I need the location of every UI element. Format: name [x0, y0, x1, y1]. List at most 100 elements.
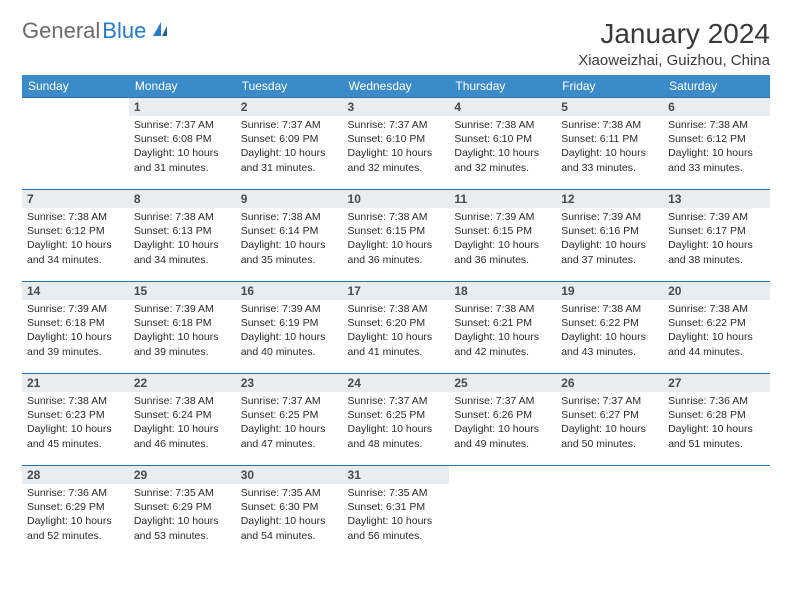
sunset-text: Sunset: 6:26 PM: [454, 408, 551, 422]
week-row: 21Sunrise: 7:38 AMSunset: 6:23 PMDayligh…: [22, 374, 770, 466]
sunset-text: Sunset: 6:27 PM: [561, 408, 658, 422]
day-number: 22: [129, 374, 236, 392]
day-number: 9: [236, 190, 343, 208]
day-number: 27: [663, 374, 770, 392]
sunrise-text: Sunrise: 7:39 AM: [241, 302, 338, 316]
daylight-text: Daylight: 10 hours and 45 minutes.: [27, 422, 124, 450]
sunset-text: Sunset: 6:13 PM: [134, 224, 231, 238]
weekday-header: Friday: [556, 75, 663, 98]
day-cell: 30Sunrise: 7:35 AMSunset: 6:30 PMDayligh…: [236, 466, 343, 558]
daylight-text: Daylight: 10 hours and 44 minutes.: [668, 330, 765, 358]
day-cell: 1Sunrise: 7:37 AMSunset: 6:08 PMDaylight…: [129, 98, 236, 190]
day-content: Sunrise: 7:38 AMSunset: 6:20 PMDaylight:…: [343, 300, 450, 363]
day-number: 6: [663, 98, 770, 116]
day-content: Sunrise: 7:38 AMSunset: 6:10 PMDaylight:…: [449, 116, 556, 179]
daylight-text: Daylight: 10 hours and 35 minutes.: [241, 238, 338, 266]
day-content: Sunrise: 7:37 AMSunset: 6:26 PMDaylight:…: [449, 392, 556, 455]
day-number: 11: [449, 190, 556, 208]
sunrise-text: Sunrise: 7:35 AM: [134, 486, 231, 500]
day-number: 24: [343, 374, 450, 392]
weekday-header: Thursday: [449, 75, 556, 98]
location-text: Xiaoweizhai, Guizhou, China: [578, 52, 770, 69]
sunset-text: Sunset: 6:29 PM: [27, 500, 124, 514]
day-content: Sunrise: 7:38 AMSunset: 6:12 PMDaylight:…: [663, 116, 770, 179]
weekday-header: Monday: [129, 75, 236, 98]
daylight-text: Daylight: 10 hours and 39 minutes.: [134, 330, 231, 358]
daylight-text: Daylight: 10 hours and 48 minutes.: [348, 422, 445, 450]
day-number: 26: [556, 374, 663, 392]
daylight-text: Daylight: 10 hours and 41 minutes.: [348, 330, 445, 358]
day-content: Sunrise: 7:38 AMSunset: 6:15 PMDaylight:…: [343, 208, 450, 271]
day-cell: 21Sunrise: 7:38 AMSunset: 6:23 PMDayligh…: [22, 374, 129, 466]
daylight-text: Daylight: 10 hours and 53 minutes.: [134, 514, 231, 542]
daylight-text: Daylight: 10 hours and 39 minutes.: [27, 330, 124, 358]
day-cell: 22Sunrise: 7:38 AMSunset: 6:24 PMDayligh…: [129, 374, 236, 466]
sunrise-text: Sunrise: 7:38 AM: [668, 118, 765, 132]
sunset-text: Sunset: 6:12 PM: [668, 132, 765, 146]
daylight-text: Daylight: 10 hours and 38 minutes.: [668, 238, 765, 266]
day-number: 28: [22, 466, 129, 484]
sunset-text: Sunset: 6:25 PM: [348, 408, 445, 422]
day-number: 29: [129, 466, 236, 484]
day-number: 13: [663, 190, 770, 208]
day-cell: 10Sunrise: 7:38 AMSunset: 6:15 PMDayligh…: [343, 190, 450, 282]
day-number: 12: [556, 190, 663, 208]
weekday-header: Saturday: [663, 75, 770, 98]
day-number: 2: [236, 98, 343, 116]
day-cell: 5Sunrise: 7:38 AMSunset: 6:11 PMDaylight…: [556, 98, 663, 190]
sunset-text: Sunset: 6:12 PM: [27, 224, 124, 238]
day-cell: 14Sunrise: 7:39 AMSunset: 6:18 PMDayligh…: [22, 282, 129, 374]
daylight-text: Daylight: 10 hours and 54 minutes.: [241, 514, 338, 542]
sunrise-text: Sunrise: 7:38 AM: [561, 302, 658, 316]
day-content: Sunrise: 7:38 AMSunset: 6:22 PMDaylight:…: [556, 300, 663, 363]
sunset-text: Sunset: 6:29 PM: [134, 500, 231, 514]
daylight-text: Daylight: 10 hours and 49 minutes.: [454, 422, 551, 450]
day-cell: 29 Sunrise: 7:35 AMSunset: 6:29 PMDayligh…: [129, 466, 236, 558]
weekday-header: Tuesday: [236, 75, 343, 98]
day-number: 30: [236, 466, 343, 484]
calendar-page: General Blue January 2024 Xiaoweizhai, G…: [0, 0, 792, 576]
day-content: Sunrise: 7:37 AMSunset: 6:25 PMDaylight:…: [343, 392, 450, 455]
day-content: Sunrise: 7:37 AMSunset: 6:27 PMDaylight:…: [556, 392, 663, 455]
sunrise-text: Sunrise: 7:37 AM: [348, 118, 445, 132]
logo: General Blue: [22, 18, 171, 44]
day-content: Sunrise: 7:38 AMSunset: 6:12 PMDaylight:…: [22, 208, 129, 271]
day-content: Sunrise: 7:37 AMSunset: 6:25 PMDaylight:…: [236, 392, 343, 455]
day-cell: 8Sunrise: 7:38 AMSunset: 6:13 PMDaylight…: [129, 190, 236, 282]
weekday-header: Wednesday: [343, 75, 450, 98]
day-content: Sunrise: 7:37 AMSunset: 6:08 PMDaylight:…: [129, 116, 236, 179]
day-number: 23: [236, 374, 343, 392]
sunrise-text: Sunrise: 7:39 AM: [134, 302, 231, 316]
daylight-text: Daylight: 10 hours and 42 minutes.: [454, 330, 551, 358]
day-cell: 27Sunrise: 7:36 AMSunset: 6:28 PMDayligh…: [663, 374, 770, 466]
sunset-text: Sunset: 6:09 PM: [241, 132, 338, 146]
day-number: 8: [129, 190, 236, 208]
title-block: January 2024 Xiaoweizhai, Guizhou, China: [578, 18, 770, 69]
day-cell: [556, 466, 663, 558]
sunrise-text: Sunrise: 7:38 AM: [134, 394, 231, 408]
day-number: 4: [449, 98, 556, 116]
sunrise-text: Sunrise: 7:39 AM: [668, 210, 765, 224]
month-title: January 2024: [578, 18, 770, 50]
day-content: Sunrise: 7:35 AMSunset: 6:30 PMDaylight:…: [236, 484, 343, 547]
daylight-text: Daylight: 10 hours and 34 minutes.: [134, 238, 231, 266]
sunset-text: Sunset: 6:10 PM: [454, 132, 551, 146]
daylight-text: Daylight: 10 hours and 56 minutes.: [348, 514, 445, 542]
sunrise-text: Sunrise: 7:37 AM: [348, 394, 445, 408]
day-number: 16: [236, 282, 343, 300]
sunset-text: Sunset: 6:15 PM: [348, 224, 445, 238]
sunrise-text: Sunrise: 7:38 AM: [348, 302, 445, 316]
sunset-text: Sunset: 6:25 PM: [241, 408, 338, 422]
sunrise-text: Sunrise: 7:35 AM: [348, 486, 445, 500]
week-row: 7Sunrise: 7:38 AMSunset: 6:12 PMDaylight…: [22, 190, 770, 282]
sunset-text: Sunset: 6:18 PM: [27, 316, 124, 330]
day-cell: 15Sunrise: 7:39 AMSunset: 6:18 PMDayligh…: [129, 282, 236, 374]
day-number: 19: [556, 282, 663, 300]
sunrise-text: Sunrise: 7:38 AM: [454, 118, 551, 132]
day-number: 21: [22, 374, 129, 392]
day-cell: [663, 466, 770, 558]
day-cell: 17Sunrise: 7:38 AMSunset: 6:20 PMDayligh…: [343, 282, 450, 374]
sunset-text: Sunset: 6:16 PM: [561, 224, 658, 238]
day-number: 20: [663, 282, 770, 300]
day-number: 14: [22, 282, 129, 300]
